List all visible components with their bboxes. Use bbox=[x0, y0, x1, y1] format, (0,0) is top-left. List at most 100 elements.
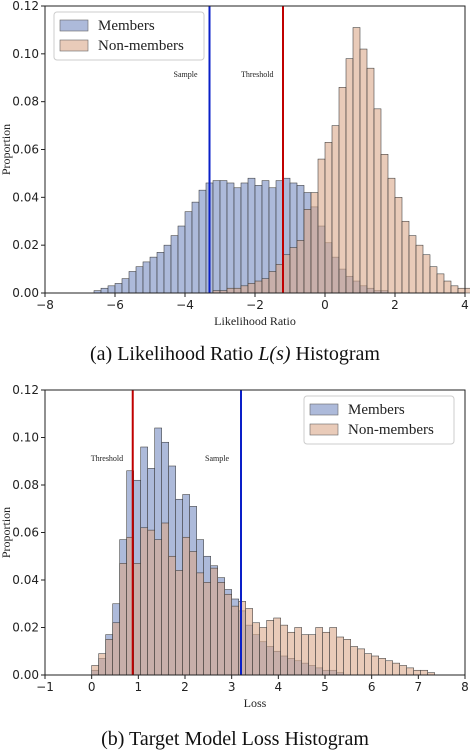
x-tick-label: 2 bbox=[181, 680, 189, 694]
legend-label-members: Members bbox=[348, 402, 405, 418]
histogram-bar bbox=[233, 287, 242, 294]
x-tick-label: 5 bbox=[321, 680, 329, 694]
x-axis-label: Loss bbox=[244, 696, 267, 710]
histogram-bar bbox=[464, 287, 470, 294]
x-axis-label: Likelihood Ratio bbox=[214, 314, 296, 328]
histogram-bar bbox=[322, 631, 330, 676]
sample-annotation: Sample bbox=[205, 454, 229, 463]
histogram-bar bbox=[245, 608, 253, 676]
histogram-bar bbox=[254, 280, 263, 294]
histogram-bar bbox=[198, 189, 207, 294]
legend-swatch-members bbox=[309, 403, 339, 416]
histogram-bar bbox=[268, 271, 277, 294]
legend-swatch-non-members bbox=[309, 423, 339, 436]
histogram-bar bbox=[380, 154, 389, 294]
histogram-bar bbox=[408, 235, 417, 294]
histogram-bar bbox=[140, 527, 148, 676]
histogram-bar bbox=[252, 622, 260, 676]
y-axis-label: Proportion bbox=[0, 507, 13, 558]
caption-a: (a) Likelihood Ratio L(s) Histogram bbox=[90, 343, 380, 365]
histogram-bar bbox=[112, 622, 120, 676]
histogram-bar bbox=[212, 180, 221, 294]
x-tick-label: 8 bbox=[461, 680, 469, 694]
y-tick-label: 0.10 bbox=[12, 47, 39, 61]
histogram-bar bbox=[336, 636, 344, 676]
histogram-bar bbox=[343, 639, 351, 676]
histogram-bar bbox=[182, 536, 190, 676]
histogram-bar bbox=[371, 655, 379, 676]
y-tick-label: 0.00 bbox=[12, 668, 39, 682]
histogram-bar bbox=[226, 182, 235, 294]
x-tick-label: −8 bbox=[36, 298, 54, 312]
histogram-bar bbox=[443, 280, 452, 294]
histogram-bar bbox=[224, 593, 232, 676]
histogram-bar bbox=[240, 285, 249, 294]
histogram-bar bbox=[289, 247, 298, 294]
histogram-bar bbox=[275, 264, 284, 294]
histogram-bar bbox=[457, 287, 466, 294]
histogram-bar bbox=[261, 180, 270, 294]
legend-box bbox=[303, 395, 455, 445]
histogram-bar bbox=[266, 620, 274, 676]
histogram-bar bbox=[331, 125, 340, 294]
histogram-bar bbox=[406, 667, 414, 676]
histogram-bar bbox=[149, 256, 158, 294]
histogram-bar bbox=[301, 634, 309, 676]
histogram-bar bbox=[280, 624, 288, 676]
histogram-bar bbox=[373, 108, 382, 294]
histogram-bar bbox=[210, 567, 218, 676]
threshold-annotation: Threshold bbox=[241, 70, 273, 79]
sample-annotation: Sample bbox=[174, 70, 198, 79]
x-tick-label: 1 bbox=[135, 680, 143, 694]
y-tick-label: 0.00 bbox=[12, 286, 39, 300]
histogram-bar bbox=[254, 185, 263, 294]
x-tick-label: 6 bbox=[368, 680, 376, 694]
y-tick-label: 0.02 bbox=[12, 238, 39, 252]
histogram-bar bbox=[387, 177, 396, 294]
histogram-bar bbox=[161, 522, 169, 676]
histogram-bar bbox=[338, 87, 347, 294]
y-tick-label: 0.08 bbox=[12, 478, 39, 492]
histogram-bar bbox=[240, 182, 249, 294]
histogram-bar bbox=[114, 283, 123, 294]
histogram-bar bbox=[100, 287, 109, 294]
x-tick-label: 4 bbox=[461, 298, 469, 312]
histogram-bar bbox=[226, 287, 235, 294]
histogram-bar bbox=[247, 177, 256, 294]
histogram-bar bbox=[315, 627, 323, 676]
y-axis-label: Proportion bbox=[0, 124, 13, 175]
histogram-bar bbox=[273, 617, 281, 676]
legend-label-non-members: Non-members bbox=[348, 422, 434, 438]
x-tick-label: 0 bbox=[321, 298, 329, 312]
histogram-bar bbox=[247, 283, 256, 294]
histogram-bar bbox=[184, 211, 193, 294]
histogram-bar bbox=[385, 660, 393, 676]
histogram-bar bbox=[422, 254, 431, 294]
histogram-bar bbox=[121, 278, 130, 294]
histogram-bar bbox=[133, 563, 141, 676]
histogram-bar bbox=[98, 653, 106, 676]
histogram-bar bbox=[105, 639, 113, 676]
y-tick-label: 0.06 bbox=[12, 526, 39, 540]
histogram-bar bbox=[359, 48, 368, 294]
histogram-bar bbox=[217, 582, 225, 676]
histogram-bar bbox=[317, 158, 326, 294]
histogram-bar bbox=[154, 539, 162, 676]
histogram-bar bbox=[168, 555, 176, 676]
histogram-bar bbox=[429, 266, 438, 294]
chart-loss: Threshold Sample −1 0 1 2 3 4 5 6 7 8 0.00 0.02 0.04 0.… bbox=[0, 383, 469, 710]
legend-label-non-members: Non-members bbox=[98, 38, 184, 54]
histogram-bar bbox=[450, 285, 459, 294]
histogram-bar bbox=[177, 225, 186, 294]
legend-swatch-non-members bbox=[59, 39, 89, 52]
histogram-bar bbox=[135, 266, 144, 294]
y-tick-label: 0.12 bbox=[12, 383, 39, 397]
histogram-bar bbox=[142, 261, 151, 294]
series-non-members bbox=[91, 522, 435, 676]
histogram-bar bbox=[399, 665, 407, 676]
histogram-bar bbox=[175, 570, 183, 676]
x-tick-label: 7 bbox=[415, 680, 423, 694]
y-tick-label: 0.12 bbox=[12, 0, 39, 13]
histogram-bar bbox=[345, 58, 354, 294]
histogram-bar bbox=[329, 627, 337, 676]
